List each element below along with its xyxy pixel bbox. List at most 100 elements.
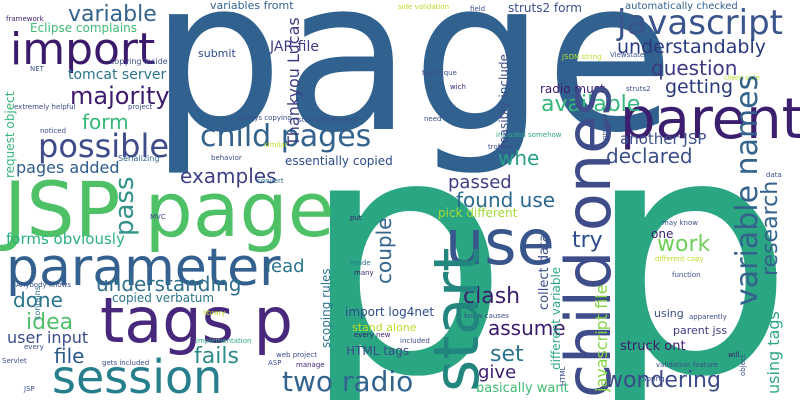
word-included-somehow: included somehow	[496, 131, 562, 139]
word-import: import	[10, 24, 156, 75]
word-assume: assume	[488, 316, 566, 340]
word-library: library	[203, 309, 226, 317]
word-included: included	[400, 337, 430, 345]
word-child-pages: child pages	[200, 119, 372, 154]
word-another-jsp: another JSP	[620, 130, 707, 148]
word-examples: examples	[180, 164, 277, 188]
word-need: need	[424, 115, 442, 123]
word-session: session	[52, 350, 223, 400]
word-struts-framework: struts framework	[298, 116, 359, 124]
word-copying-inside: copying inside	[110, 57, 168, 66]
word-javascript: javascript	[617, 3, 783, 43]
word-noticed: noticed	[40, 127, 67, 135]
word-asp: ASP	[268, 359, 282, 367]
word-know-causes: know causes	[464, 312, 509, 320]
word-tomcat-server: tomcat server	[68, 67, 167, 83]
word-p-2: p	[585, 65, 795, 400]
word-will: will	[728, 351, 740, 359]
word-scoping-rules: scoping rules	[319, 268, 333, 348]
word-tags-p: tags p	[100, 284, 294, 357]
word-manage: manage	[296, 361, 325, 369]
word-field: field	[470, 5, 486, 13]
word-submit: submit	[198, 47, 236, 60]
word-one: one	[651, 227, 674, 241]
word-question: question	[651, 56, 738, 80]
word-idea: idea	[26, 310, 74, 335]
word-understandably: understandably	[617, 36, 766, 58]
word-every-new: every new	[354, 331, 391, 339]
word-parameter: parameter	[6, 238, 281, 298]
word-pass: pass	[110, 176, 140, 236]
word-framework: framework	[6, 15, 44, 23]
word-convert: convert	[257, 177, 284, 185]
word-data: data	[766, 171, 782, 179]
word-eclipse-complains: Eclipse complains	[30, 21, 138, 35]
word-getting: getting	[665, 76, 734, 98]
word-apparently: apparently	[689, 313, 727, 321]
word-project: project	[128, 103, 153, 111]
word-serializing: Serializing	[118, 154, 160, 163]
word-forms-obviously: forms obviously	[6, 230, 125, 248]
word-radio-must: radio must	[540, 82, 605, 96]
word-side-validation: side validation	[398, 3, 450, 11]
word-extremely-helpful: extremely helpful	[14, 103, 76, 111]
word-parent: parent	[620, 87, 800, 152]
word-couple: couple	[372, 217, 396, 284]
word-done: done	[13, 288, 63, 312]
word-pick-different: pick different	[438, 206, 518, 220]
word-function: function	[672, 271, 701, 279]
word-put: put	[350, 214, 362, 222]
word-every: every	[24, 343, 44, 351]
word-variable: variable	[68, 2, 157, 27]
word-net: NET	[30, 65, 44, 73]
word-wondering: wondering	[605, 368, 721, 393]
word-struts2: struts2	[626, 85, 651, 93]
word-always-copying: always copying	[238, 114, 292, 122]
word-basically-want: basically want	[476, 381, 569, 396]
word-fails: fails	[194, 344, 239, 369]
word-wich: wich	[450, 83, 466, 91]
word-lead: lead	[266, 256, 305, 277]
word-implementation: implementation	[196, 337, 252, 345]
word-clash: clash	[463, 284, 521, 309]
word-available: available	[541, 92, 641, 117]
word-client-side: client side	[724, 74, 760, 82]
word-using: using	[654, 307, 684, 320]
word-pages-added: pages added	[16, 158, 120, 177]
word-give: give	[478, 362, 517, 383]
word-possible: possible	[38, 127, 170, 165]
word-contains: contains	[33, 286, 42, 320]
word-form: form	[82, 110, 129, 134]
word-variables-fromt: variables fromt	[210, 0, 294, 12]
word-research: research	[758, 180, 783, 276]
word-work: work	[657, 232, 711, 257]
word-behavior: behavior	[211, 154, 242, 162]
word-set: set	[490, 342, 524, 367]
word-passed: passed	[448, 172, 512, 193]
word-file: file	[54, 344, 85, 368]
word-import-log4net: import log4net	[345, 305, 435, 319]
word-copied-verbatum: copied verbatum	[112, 291, 215, 305]
word-declared: declared	[606, 144, 693, 168]
word-try: try	[572, 228, 603, 253]
word-spring: Spring	[642, 375, 665, 383]
word-whe: whe	[498, 146, 540, 170]
word-p-1: p	[300, 65, 510, 400]
word-jsp-small: JSP	[24, 385, 35, 393]
word-essentially-copied: essentially copied	[285, 154, 393, 168]
word-technique: technique	[422, 69, 457, 77]
word-html-tags: HTML tags	[346, 344, 410, 358]
word-stand-alone: stand alone	[352, 321, 417, 334]
word-request-object: request object	[3, 91, 17, 178]
word-gets-included: gets included	[102, 359, 150, 367]
word-anybody-knows: Anybody knows	[16, 281, 72, 289]
word-similar: similar	[264, 141, 288, 149]
word-mvc: MVC	[150, 213, 166, 221]
word-object: object	[739, 354, 747, 376]
word-servlet: Servlet	[2, 357, 27, 365]
word-javascript-file: javascript file	[592, 284, 611, 392]
word-struck-ont: struck ont	[620, 339, 686, 354]
word-web-project: web project	[276, 351, 317, 359]
word-majority: majority	[70, 82, 170, 110]
